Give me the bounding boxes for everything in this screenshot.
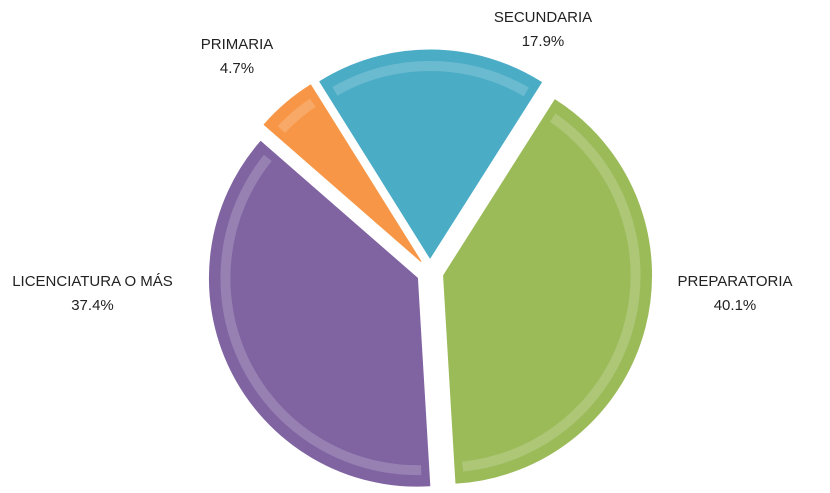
pie-slice: [263, 84, 422, 262]
slice-bevel: [332, 61, 529, 97]
pie-slice: [443, 99, 652, 484]
slice-bevel: [462, 113, 641, 472]
category-label: PREPARATORIA: [677, 273, 793, 290]
value-label: 37.4%: [71, 297, 114, 314]
value-label: 40.1%: [713, 297, 757, 314]
pie-slice: [319, 49, 542, 259]
pie-slice: [209, 140, 431, 487]
data-label: PREPARATORIA 40.1%: [660, 270, 810, 318]
slice-bevel: [277, 98, 316, 133]
data-label: PRIMARIA 4.7%: [172, 33, 302, 81]
value-label: 4.7%: [219, 60, 255, 77]
category-label: LICENCIATURA O MÁS: [12, 273, 173, 290]
value-label: 17.9%: [521, 33, 565, 50]
slice-bevel: [220, 154, 422, 476]
category-label: PRIMARIA: [200, 36, 274, 53]
data-label: LICENCIATURA O MÁS 37.4%: [10, 270, 175, 318]
category-label: SECUNDARIA: [493, 9, 593, 26]
data-label: SECUNDARIA 17.9%: [463, 6, 623, 54]
